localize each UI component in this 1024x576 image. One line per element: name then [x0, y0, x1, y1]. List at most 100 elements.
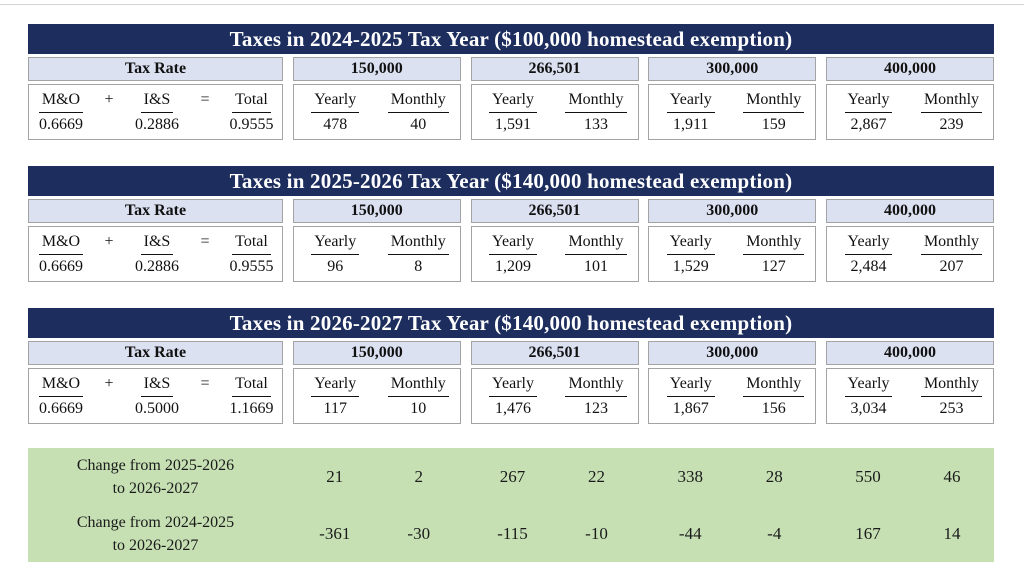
- yearly-label: Yearly: [294, 90, 377, 113]
- mo-label: M&O: [29, 374, 93, 397]
- monthly-label: Monthly: [555, 232, 638, 255]
- change-value: -4: [767, 523, 782, 543]
- yearly-label: Yearly: [649, 90, 732, 113]
- yearly-value: 3,034: [850, 400, 887, 417]
- yearly-label: Yearly: [827, 374, 910, 397]
- tax-rate-box: M&O + I&S = Total 0.6669 0.5000 1.1669: [28, 368, 283, 424]
- mo-label: M&O: [29, 90, 93, 113]
- yearly-label: Yearly: [472, 232, 555, 255]
- is-label: I&S: [125, 232, 189, 255]
- change-value: 550: [855, 466, 881, 486]
- change-value: -115: [497, 523, 528, 543]
- monthly-value: 253: [939, 400, 964, 417]
- tax-table-2025-2026: Taxes in 2025-2026 Tax Year ($140,000 ho…: [28, 166, 994, 282]
- monthly-label: Monthly: [732, 374, 815, 397]
- plus-sign: +: [104, 233, 114, 250]
- yearly-value: 1,476: [495, 400, 531, 417]
- monthly-value: 133: [584, 116, 608, 133]
- yearly-value: 1,867: [672, 400, 709, 417]
- monthly-label: Monthly: [732, 90, 815, 113]
- rate-values: 0.6669 0.5000 1.1669: [29, 399, 282, 419]
- monthly-value: 101: [584, 258, 608, 275]
- home-value-header: 400,000: [826, 199, 994, 223]
- is-rate: 0.5000: [135, 400, 179, 417]
- change-value: 2: [414, 466, 424, 486]
- change-row-label: Change from 2025-2026 to 2026-2027: [76, 456, 235, 497]
- monthly-label: Monthly: [910, 374, 993, 397]
- monthly-label: Monthly: [732, 232, 815, 255]
- total-label: Total: [221, 90, 282, 113]
- rate-labels: M&O + I&S = Total: [29, 232, 282, 255]
- tax-rate-header: Tax Rate: [28, 57, 283, 81]
- monthly-value: 159: [761, 116, 786, 133]
- home-value-header: 266,501: [470, 199, 639, 223]
- change-value: -44: [678, 523, 702, 543]
- monthly-value: 40: [410, 116, 427, 133]
- table-title: Taxes in 2025-2026 Tax Year ($140,000 ho…: [28, 166, 994, 196]
- is-label: I&S: [125, 90, 189, 113]
- change-value: 338: [677, 466, 704, 486]
- table-body-row: M&O + I&S = Total 0.6669 0.2886 0.9555 Y…: [28, 84, 994, 140]
- value-box-400000: Yearly Monthly 2,867 239: [826, 84, 994, 140]
- table-header-row: Tax Rate 150,000 266,501 300,000 400,000: [28, 199, 994, 223]
- monthly-label: Monthly: [555, 90, 638, 113]
- monthly-label: Monthly: [910, 90, 993, 113]
- change-value: -30: [407, 523, 431, 543]
- total-rate: 0.9555: [229, 258, 274, 275]
- equals-sign: =: [200, 375, 210, 392]
- value-box-150000: Yearly Monthly 96 8: [292, 226, 461, 282]
- home-value-header: 266,501: [470, 341, 639, 365]
- change-value: 267: [499, 466, 526, 486]
- yearly-value: 1,529: [672, 258, 709, 275]
- monthly-label: Monthly: [377, 232, 460, 255]
- total-label: Total: [221, 374, 282, 397]
- yearly-value: 117: [323, 400, 347, 417]
- tax-table-2024-2025: Taxes in 2024-2025 Tax Year ($100,000 ho…: [28, 24, 994, 140]
- home-value-header: 150,000: [292, 199, 461, 223]
- plus-sign: +: [104, 375, 114, 392]
- monthly-value: 123: [584, 400, 608, 417]
- monthly-value: 10: [410, 400, 427, 417]
- rate-values: 0.6669 0.2886 0.9555: [29, 257, 282, 277]
- monthly-label: Monthly: [555, 374, 638, 397]
- monthly-value: 127: [761, 258, 786, 275]
- monthly-value: 8: [414, 258, 423, 275]
- rate-labels: M&O + I&S = Total: [29, 374, 282, 397]
- table-header-row: Tax Rate 150,000 266,501 300,000 400,000: [28, 57, 994, 81]
- yearly-value: 478: [323, 116, 348, 133]
- change-value: 21: [326, 466, 344, 486]
- change-row-2024-2025: Change from 2024-2025 to 2026-2027 -361 …: [28, 505, 994, 562]
- home-value-header: 300,000: [648, 199, 817, 223]
- table-header-row: Tax Rate 150,000 266,501 300,000 400,000: [28, 341, 994, 365]
- yearly-value: 1,911: [673, 116, 709, 133]
- home-value-header: 150,000: [292, 57, 461, 81]
- yearly-label: Yearly: [294, 232, 377, 255]
- total-rate: 0.9555: [229, 116, 274, 133]
- slide-content: Taxes in 2024-2025 Tax Year ($100,000 ho…: [28, 0, 994, 562]
- home-value-header: 266,501: [470, 57, 639, 81]
- change-value: -361: [319, 523, 351, 543]
- value-box-400000: Yearly Monthly 3,034 253: [826, 368, 994, 424]
- tax-rate-box: M&O + I&S = Total 0.6669 0.2886 0.9555: [28, 226, 283, 282]
- yearly-label: Yearly: [827, 90, 910, 113]
- value-box-300000: Yearly Monthly 1,867 156: [648, 368, 817, 424]
- yearly-value: 2,484: [850, 258, 887, 275]
- mo-rate: 0.6669: [39, 258, 83, 275]
- rate-labels: M&O + I&S = Total: [29, 90, 282, 113]
- value-box-150000: Yearly Monthly 117 10: [292, 368, 461, 424]
- tax-rate-header: Tax Rate: [28, 341, 283, 365]
- tax-rate-box: M&O + I&S = Total 0.6669 0.2886 0.9555: [28, 84, 283, 140]
- table-body-row: M&O + I&S = Total 0.6669 0.2886 0.9555 Y…: [28, 226, 994, 282]
- monthly-label: Monthly: [377, 374, 460, 397]
- equals-sign: =: [200, 91, 210, 108]
- table-title: Taxes in 2024-2025 Tax Year ($100,000 ho…: [28, 24, 994, 54]
- slide-top-divider: [0, 4, 1024, 5]
- home-value-header: 400,000: [826, 341, 994, 365]
- is-rate: 0.2886: [135, 116, 179, 133]
- change-value: 167: [855, 523, 881, 543]
- yearly-label: Yearly: [649, 374, 732, 397]
- change-value: 14: [943, 523, 961, 543]
- home-value-header: 300,000: [648, 57, 817, 81]
- home-value-header: 150,000: [292, 341, 461, 365]
- yearly-value: 2,867: [850, 116, 887, 133]
